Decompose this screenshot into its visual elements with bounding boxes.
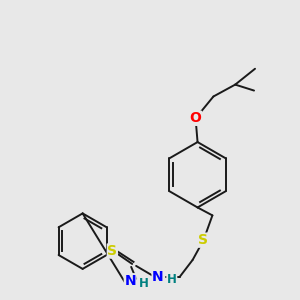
Text: N: N: [124, 274, 136, 288]
Text: H: H: [167, 273, 177, 286]
Text: S: S: [107, 244, 117, 258]
Text: N: N: [152, 270, 164, 284]
Text: S: S: [199, 233, 208, 247]
Text: H: H: [139, 277, 149, 290]
Text: O: O: [190, 111, 202, 125]
